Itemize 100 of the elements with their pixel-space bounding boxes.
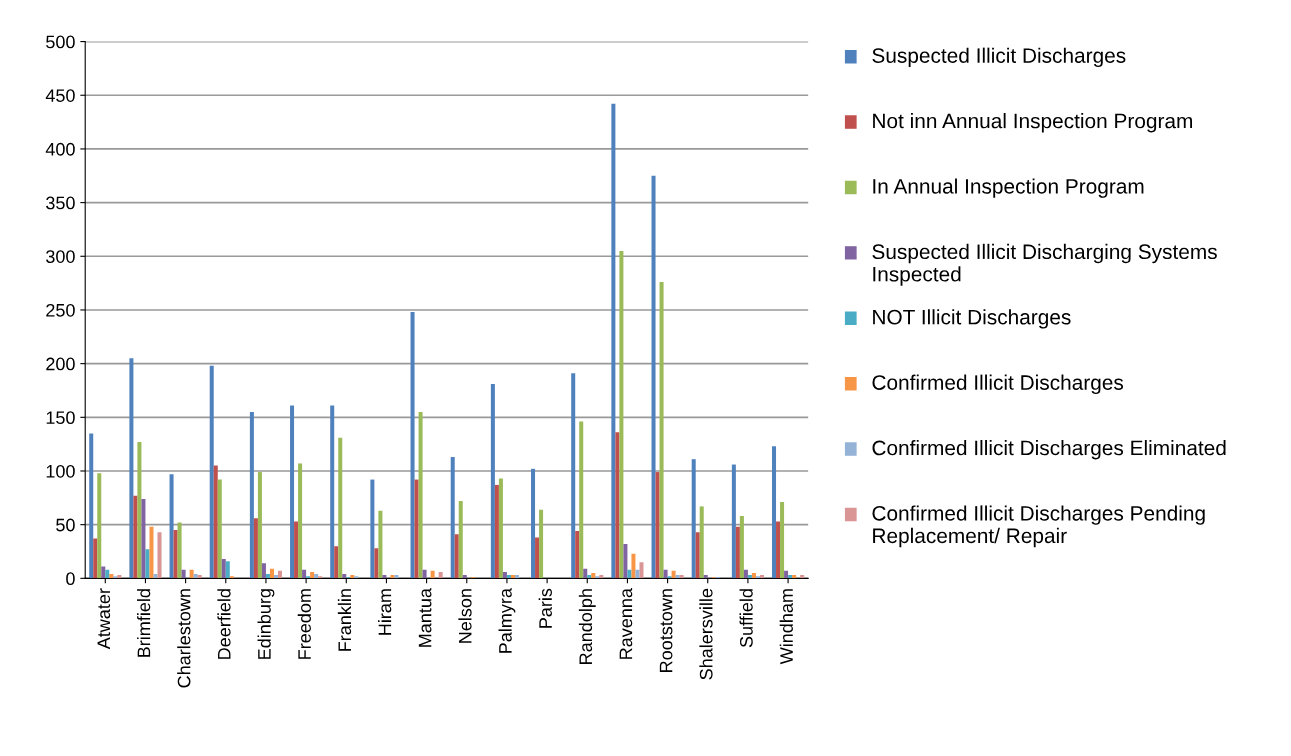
bar [659, 282, 664, 579]
bar [502, 571, 507, 579]
bar [611, 103, 616, 579]
bar [378, 510, 383, 579]
bar [269, 568, 274, 579]
bar [490, 384, 495, 579]
bar [800, 575, 805, 579]
legend-label: Confirmed Illicit Discharges Eliminated [872, 439, 1226, 460]
bar [571, 373, 576, 579]
x-tick-label: Nelson [458, 589, 472, 643]
y-tick-label: 300 [46, 250, 75, 263]
bar [759, 575, 764, 579]
legend-label: Confirmed Illicit Discharges Pending Replacement/ Repair [872, 505, 1205, 548]
bar [302, 569, 307, 579]
bar [149, 526, 154, 579]
x-tick-label: Franklin [337, 589, 352, 651]
bar [189, 569, 194, 579]
bar [173, 530, 178, 579]
bar [695, 532, 700, 579]
bar [691, 459, 696, 579]
y-tick-label: 450 [45, 89, 75, 102]
bar [430, 570, 435, 579]
bar [105, 569, 110, 579]
bar [97, 473, 102, 579]
bar [772, 446, 777, 579]
bar [438, 571, 443, 579]
bar [261, 563, 266, 579]
y-tick-label: 200 [46, 357, 75, 371]
y-tick-label: 350 [46, 196, 75, 210]
y-tick-label: 500 [46, 35, 75, 49]
legend-label: Not inn Annual Inspection Program [873, 113, 1192, 133]
x-tick-label: Windham [779, 589, 793, 665]
bar [510, 575, 515, 579]
bar [257, 472, 262, 579]
x-tick-label: Hiram [378, 589, 392, 635]
bar [290, 405, 295, 579]
bar [635, 569, 640, 579]
bar [197, 575, 202, 579]
x-tick-label: Shalersville [699, 588, 713, 680]
bar [394, 575, 399, 579]
x-tick-label: Ravenna [619, 588, 633, 659]
bar [294, 521, 299, 579]
bar [350, 575, 355, 579]
bar [314, 574, 319, 579]
bar [193, 574, 198, 579]
bar [342, 574, 347, 579]
x-tick-label: Deerfield [217, 589, 231, 659]
bar [743, 569, 748, 579]
bar [679, 575, 684, 579]
bar [338, 437, 343, 579]
x-tick-label: Randolph [578, 589, 596, 664]
bar [209, 365, 214, 579]
legend-label: Suspected Illicit Discharging Systems Inspected [872, 243, 1217, 286]
bar [109, 574, 114, 579]
bar [458, 501, 463, 579]
bar [414, 479, 419, 579]
bar [631, 553, 636, 579]
bar [101, 566, 106, 579]
bar [587, 575, 592, 579]
bar [382, 575, 387, 579]
bar [225, 561, 230, 579]
bar [615, 432, 620, 579]
bar [579, 421, 584, 579]
bar [788, 575, 793, 579]
bar [181, 569, 186, 579]
bar [539, 509, 544, 579]
bar [390, 575, 395, 579]
legend-label: In Annual Inspection Program [873, 178, 1144, 198]
bar [177, 522, 182, 579]
x-tick-label: Paris [538, 588, 552, 628]
bar [655, 472, 660, 579]
bar [265, 574, 270, 579]
y-tick-label: 0 [66, 572, 75, 586]
bar [117, 575, 122, 579]
bar [494, 484, 499, 579]
bar [278, 570, 283, 579]
bar [157, 532, 162, 579]
bar [619, 250, 624, 579]
bar [639, 562, 644, 579]
bar [145, 549, 150, 579]
y-tick-label: 400 [45, 142, 75, 156]
x-tick-label: Palmyra [498, 588, 516, 653]
x-tick-label: Brimfield [137, 589, 151, 657]
bar [137, 442, 142, 579]
bar [418, 411, 423, 579]
bar [462, 575, 467, 579]
x-tick-label: Freedom [297, 589, 311, 659]
bar [699, 506, 704, 579]
bar [422, 569, 427, 579]
bar [221, 559, 226, 579]
bar [514, 575, 519, 579]
bar [253, 518, 258, 579]
bar [751, 572, 756, 579]
bar [410, 312, 415, 579]
x-tick-label: Suffield [739, 589, 753, 648]
bar [747, 575, 752, 579]
bar [169, 474, 174, 579]
y-tick-label: 50 [56, 518, 75, 532]
bar [217, 479, 222, 579]
bar [273, 575, 278, 579]
